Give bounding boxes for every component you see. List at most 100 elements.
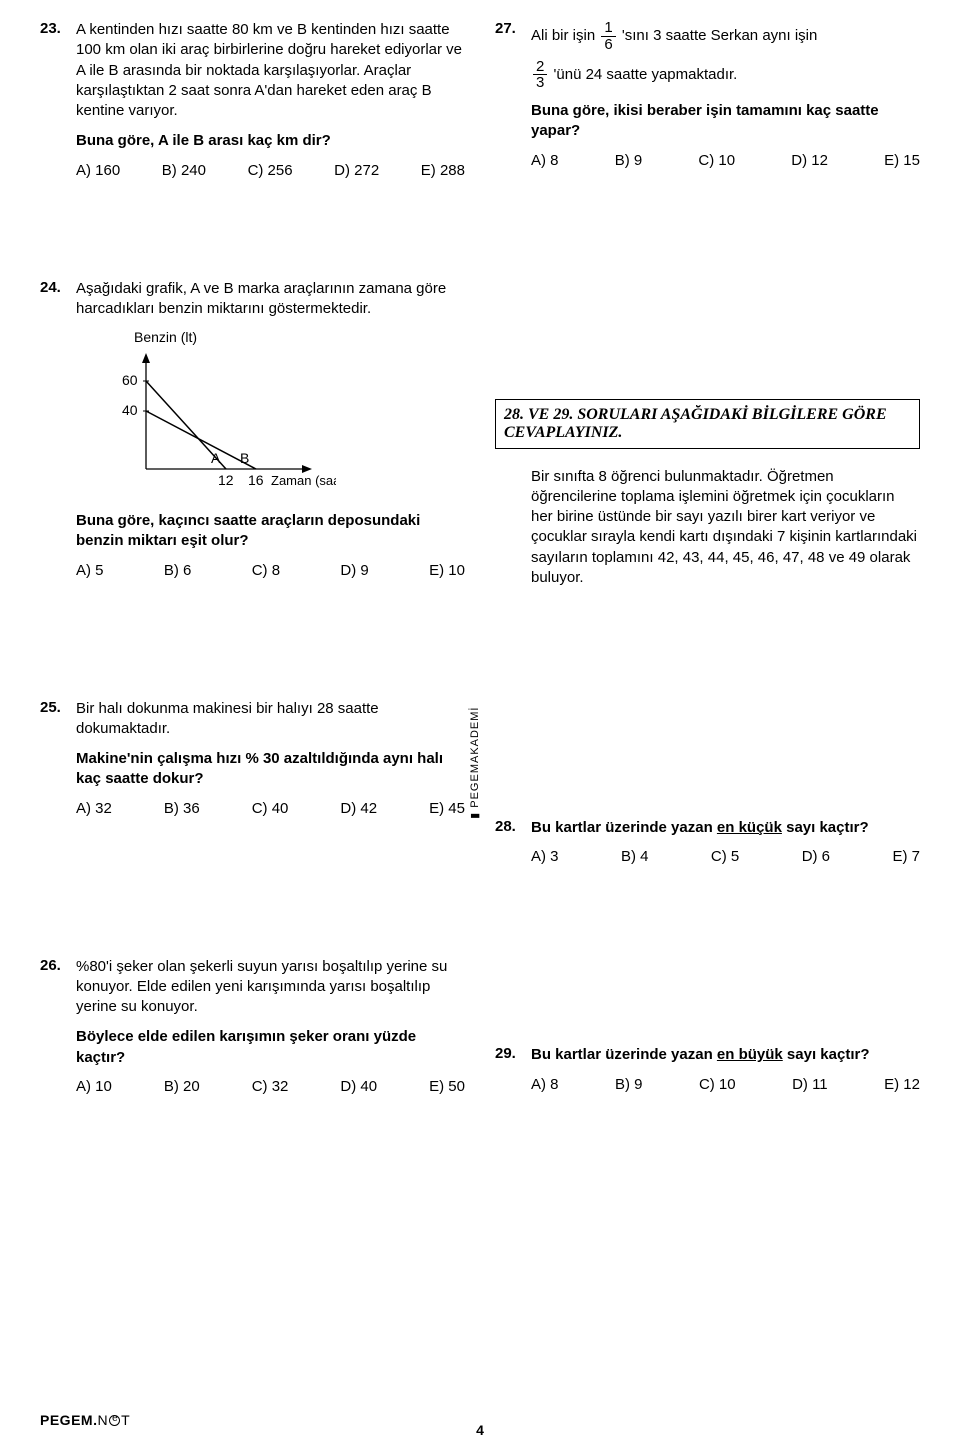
q23-prompt: Buna göre, A ile B arası kaç km dir? <box>76 131 465 151</box>
q24-opt-b[interactable]: B) 6 <box>164 562 192 579</box>
q28-options: A) 3 B) 4 C) 5 D) 6 E) 7 <box>531 848 920 865</box>
q23-opt-d[interactable]: D) 272 <box>334 162 379 179</box>
q28-prompt: Bu kartlar üzerinde yazan en küçük sayı … <box>531 818 920 838</box>
q24-y40: 40 <box>122 402 138 418</box>
q27-prompt: Buna göre, ikisi beraber işin tamamını k… <box>531 101 920 142</box>
info-28-29: 28. VE 29. SORULARI AŞAĞIDAKİ BİLGİLERE … <box>495 399 920 449</box>
q26-opt-d[interactable]: D) 40 <box>340 1078 377 1095</box>
q25-opt-a[interactable]: A) 32 <box>76 800 112 817</box>
q26-number: 26. <box>40 957 66 974</box>
q24-opt-a[interactable]: A) 5 <box>76 562 104 579</box>
q23-opt-e[interactable]: E) 288 <box>421 162 465 179</box>
footer-logo-2: N <box>97 1412 108 1428</box>
q27-line2b: 'ünü 24 saatte yapmaktadır. <box>554 66 738 83</box>
q24-opt-e[interactable]: E) 10 <box>429 562 465 579</box>
q28-p1b: sayı kaçtır? <box>782 819 869 836</box>
q29-opt-a[interactable]: A) 8 <box>531 1076 559 1093</box>
q29-p1u: en büyük <box>717 1046 783 1063</box>
q24-number: 24. <box>40 279 66 296</box>
q29-opt-d[interactable]: D) 11 <box>792 1076 828 1093</box>
q26-options: A) 10 B) 20 C) 32 D) 40 E) 50 <box>76 1078 465 1095</box>
q25-prompt: Makine'nin çalışma hızı % 30 azaltıldığı… <box>76 749 465 790</box>
q27-number: 27. <box>495 20 521 37</box>
q23-options: A) 160 B) 240 C) 256 D) 272 E) 288 <box>76 162 465 179</box>
q28-p1u: en küçük <box>717 819 782 836</box>
q29-prompt: Bu kartlar üzerinde yazan en büyük sayı … <box>531 1045 920 1065</box>
q26-opt-a[interactable]: A) 10 <box>76 1078 112 1095</box>
q27-opt-e[interactable]: E) 15 <box>884 152 920 169</box>
footer-logo-icon: e <box>109 1415 120 1426</box>
question-29: 29. Bu kartlar üzerinde yazan en büyük s… <box>495 1045 920 1092</box>
q25-opt-b[interactable]: B) 36 <box>164 800 200 817</box>
q27-line1b: 'sını 3 saatte Serkan aynı işin <box>622 27 817 44</box>
q27-frac2: 2 3 <box>533 59 547 92</box>
q24-chart-xlabel: Zaman (saat) <box>271 473 336 488</box>
q27-opt-a[interactable]: A) 8 <box>531 152 559 169</box>
q28-opt-e[interactable]: E) 7 <box>892 848 920 865</box>
q29-options: A) 8 B) 9 C) 10 D) 11 E) 12 <box>531 1076 920 1093</box>
q23-text: A kentinden hızı saatte 80 km ve B kenti… <box>76 20 465 121</box>
q28-opt-a[interactable]: A) 3 <box>531 848 559 865</box>
q24-opt-c[interactable]: C) 8 <box>252 562 280 579</box>
q26-text: %80'i şeker olan şekerli suyun yarısı bo… <box>76 957 465 1018</box>
question-23: 23. A kentinden hızı saatte 80 km ve B k… <box>40 20 465 179</box>
q27-opt-b[interactable]: B) 9 <box>615 152 643 169</box>
page-footer: PEGEM.NeT 4 <box>0 1422 960 1438</box>
q24-opt-d[interactable]: D) 9 <box>340 562 368 579</box>
q27-line2: 2 3 'ünü 24 saatte yapmaktadır. <box>531 59 920 92</box>
q25-number: 25. <box>40 699 66 716</box>
q26-prompt: Böylece elde edilen karışımın şeker oran… <box>76 1027 465 1068</box>
q24-lineB: B <box>240 450 249 466</box>
q27-line1a: Ali bir işin <box>531 27 599 44</box>
q25-opt-d[interactable]: D) 42 <box>340 800 377 817</box>
q26-opt-b[interactable]: B) 20 <box>164 1078 200 1095</box>
q29-opt-e[interactable]: E) 12 <box>884 1076 920 1093</box>
q24-options: A) 5 B) 6 C) 8 D) 9 E) 10 <box>76 562 465 579</box>
q25-options: A) 32 B) 36 C) 40 D) 42 E) 45 <box>76 800 465 817</box>
q29-opt-b[interactable]: B) 9 <box>615 1076 643 1093</box>
footer-logo: PEGEM.NeT <box>40 1412 130 1428</box>
q23-opt-c[interactable]: C) 256 <box>248 162 293 179</box>
q25-opt-c[interactable]: C) 40 <box>252 800 289 817</box>
q28-number: 28. <box>495 818 521 835</box>
q29-opt-c[interactable]: C) 10 <box>699 1076 736 1093</box>
q27-frac2-d: 3 <box>533 75 547 91</box>
q24-x12: 12 <box>218 472 234 488</box>
question-28: 28. Bu kartlar üzerinde yazan en küçük s… <box>495 818 920 865</box>
question-24: 24. Aşağıdaki grafik, A ve B marka araçl… <box>40 279 465 579</box>
q23-opt-b[interactable]: B) 240 <box>162 162 206 179</box>
q27-opt-d[interactable]: D) 12 <box>791 152 828 169</box>
q24-chart-svg: 60 40 12 16 <box>106 349 336 499</box>
q27-frac1: 1 6 <box>601 20 615 53</box>
q28-opt-c[interactable]: C) 5 <box>711 848 739 865</box>
q27-opt-c[interactable]: C) 10 <box>698 152 735 169</box>
passage-28-29: Bir sınıfta 8 öğrenci bulunmaktadır. Öğr… <box>531 467 920 589</box>
q25-text: Bir halı dokunma makinesi bir halıyı 28 … <box>76 699 465 740</box>
q27-frac2-n: 2 <box>533 59 547 76</box>
q25-opt-e[interactable]: E) 45 <box>429 800 465 817</box>
footer-logo-3: T <box>121 1412 130 1428</box>
q24-lineA: A <box>211 450 221 466</box>
q27-options: A) 8 B) 9 C) 10 D) 12 E) 15 <box>531 152 920 169</box>
q26-opt-e[interactable]: E) 50 <box>429 1078 465 1095</box>
q29-p1b: sayı kaçtır? <box>783 1046 870 1063</box>
q24-y60: 60 <box>122 372 138 388</box>
q24-text: Aşağıdaki grafik, A ve B marka araçların… <box>76 279 465 320</box>
q24-prompt: Buna göre, kaçıncı saatte araçların depo… <box>76 511 465 552</box>
page-number: 4 <box>476 1422 484 1438</box>
q28-opt-d[interactable]: D) 6 <box>802 848 830 865</box>
q23-number: 23. <box>40 20 66 37</box>
q27-line1: Ali bir işin 1 6 'sını 3 saatte Serkan a… <box>531 20 920 53</box>
q27-frac1-d: 6 <box>601 37 615 53</box>
q24-x16: 16 <box>248 472 264 488</box>
q28-opt-b[interactable]: B) 4 <box>621 848 649 865</box>
q24-chart: Benzin (lt) 60 40 <box>106 329 465 503</box>
q27-frac1-n: 1 <box>601 20 615 37</box>
question-25: 25. Bir halı dokunma makinesi bir halıyı… <box>40 699 465 817</box>
q29-number: 29. <box>495 1045 521 1062</box>
footer-logo-1: PEGEM. <box>40 1412 97 1428</box>
q23-opt-a[interactable]: A) 160 <box>76 162 120 179</box>
q29-p1a: Bu kartlar üzerinde yazan <box>531 1046 717 1063</box>
q26-opt-c[interactable]: C) 32 <box>252 1078 289 1095</box>
q24-chart-ylabel: Benzin (lt) <box>134 329 465 345</box>
